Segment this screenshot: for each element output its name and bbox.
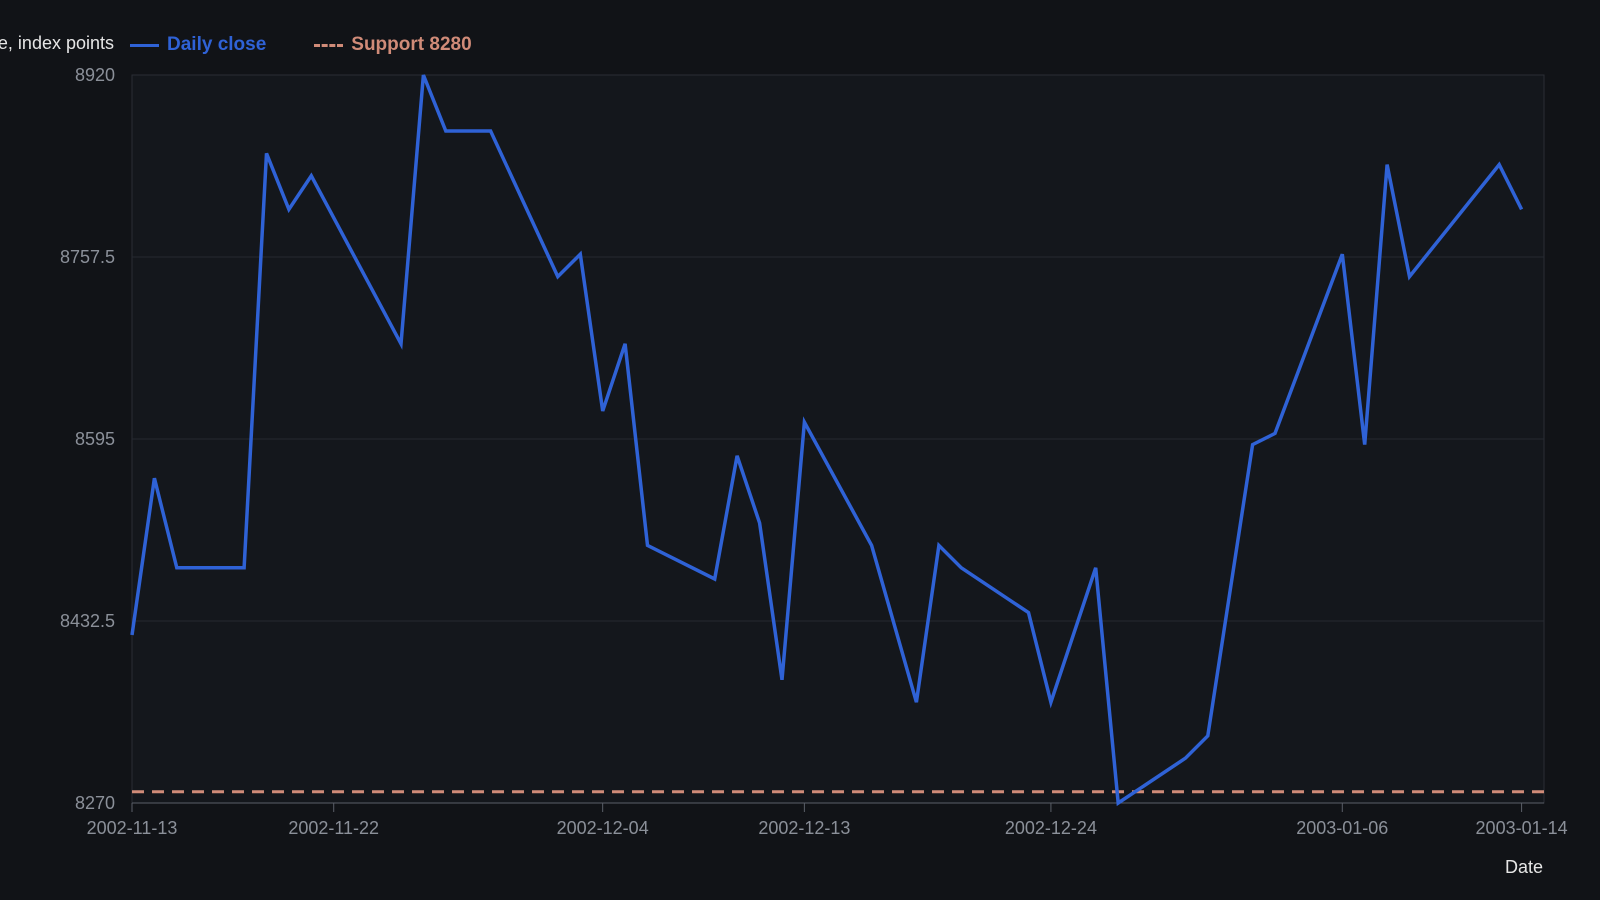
x-tick-label: 2003-01-14 xyxy=(1476,818,1568,838)
y-tick-label: 8270 xyxy=(75,793,115,813)
x-tick-label: 2002-12-04 xyxy=(557,818,649,838)
y-axis-label: Close, index points xyxy=(0,33,114,53)
x-axis-label: Date xyxy=(1504,857,1543,877)
x-tick-label: 2002-12-24 xyxy=(1005,818,1097,838)
y-tick-label: 8595 xyxy=(75,429,115,449)
axes: 8270 8432.5 8595 8757.5 8920 2002-11-13 2002-1… xyxy=(60,65,1568,838)
legend: Daily close Support 8280 xyxy=(130,34,472,56)
daily-close-line xyxy=(130,74,1524,807)
legend-item-daily-close: Daily close xyxy=(130,34,266,56)
y-tick-label: 8757.5 xyxy=(60,247,115,267)
x-tick-label: 2002-11-22 xyxy=(288,818,379,838)
legend-swatch-dashed xyxy=(314,43,344,47)
x-tick-label: 2002-11-13 xyxy=(87,818,178,838)
legend-swatch-solid xyxy=(130,43,159,47)
legend-item-support: Support 8280 xyxy=(314,34,472,56)
series-layer xyxy=(130,74,1544,807)
legend-label-support: Support 8280 xyxy=(351,34,472,55)
x-tick-label: 2002-12-13 xyxy=(758,818,850,838)
gridlines xyxy=(132,256,1544,622)
y-tick-label: 8920 xyxy=(75,65,115,85)
x-tick-label: 2003-01-06 xyxy=(1296,818,1388,838)
y-tick-label: 8432.5 xyxy=(60,611,115,631)
legend-label-daily-close: Daily close xyxy=(167,34,267,55)
